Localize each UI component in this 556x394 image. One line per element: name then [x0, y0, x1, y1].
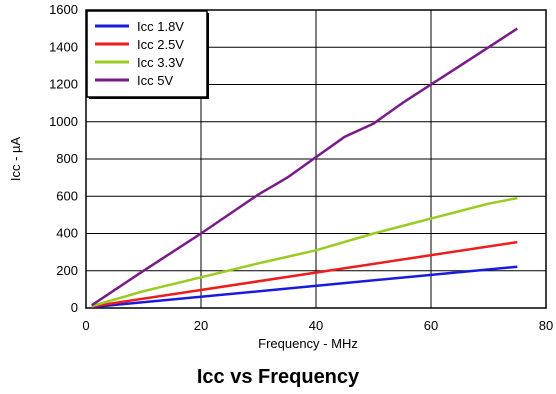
- series-group: [91, 27, 518, 309]
- legend-label: Icc 2.5V: [137, 37, 184, 52]
- y-axis-label: Icc - µA: [8, 137, 23, 182]
- x-tick-label: 80: [539, 318, 553, 333]
- x-tick-label: 20: [194, 318, 208, 333]
- series-line: [91, 196, 518, 308]
- x-axis-label: Frequency - MHz: [258, 336, 358, 351]
- plot-frame: [85, 9, 547, 309]
- legend: Icc 1.8V Icc 2.5V Icc 3.3V Icc 5V: [86, 10, 209, 99]
- tick-labels: 0 200 400 600 800 1000 1200 1400 1600 0 20 40 60 80: [49, 2, 553, 333]
- x-tick-label: 40: [309, 318, 323, 333]
- x-tick-label: 0: [82, 318, 89, 333]
- y-tick-label: 400: [56, 226, 78, 241]
- y-tick-label: 200: [56, 263, 78, 278]
- legend-label: Icc 3.3V: [137, 55, 184, 70]
- y-tick-label: 1200: [49, 77, 78, 92]
- y-tick-label: 1600: [49, 2, 78, 17]
- y-tick-label: 1000: [49, 114, 78, 129]
- series-line: [91, 265, 518, 309]
- y-tick-label: 1400: [49, 39, 78, 54]
- legend-label: Icc 5V: [137, 73, 173, 88]
- chart-title: Icc vs Frequency: [196, 366, 360, 388]
- y-tick-label: 0: [71, 300, 78, 315]
- x-tick-label: 60: [424, 318, 438, 333]
- series-line: [91, 240, 518, 308]
- axes: [85, 9, 547, 309]
- y-tick-label: 800: [56, 151, 78, 166]
- y-tick-label: 600: [56, 188, 78, 203]
- series-line: [91, 27, 518, 307]
- legend-label: Icc 1.8V: [137, 19, 184, 34]
